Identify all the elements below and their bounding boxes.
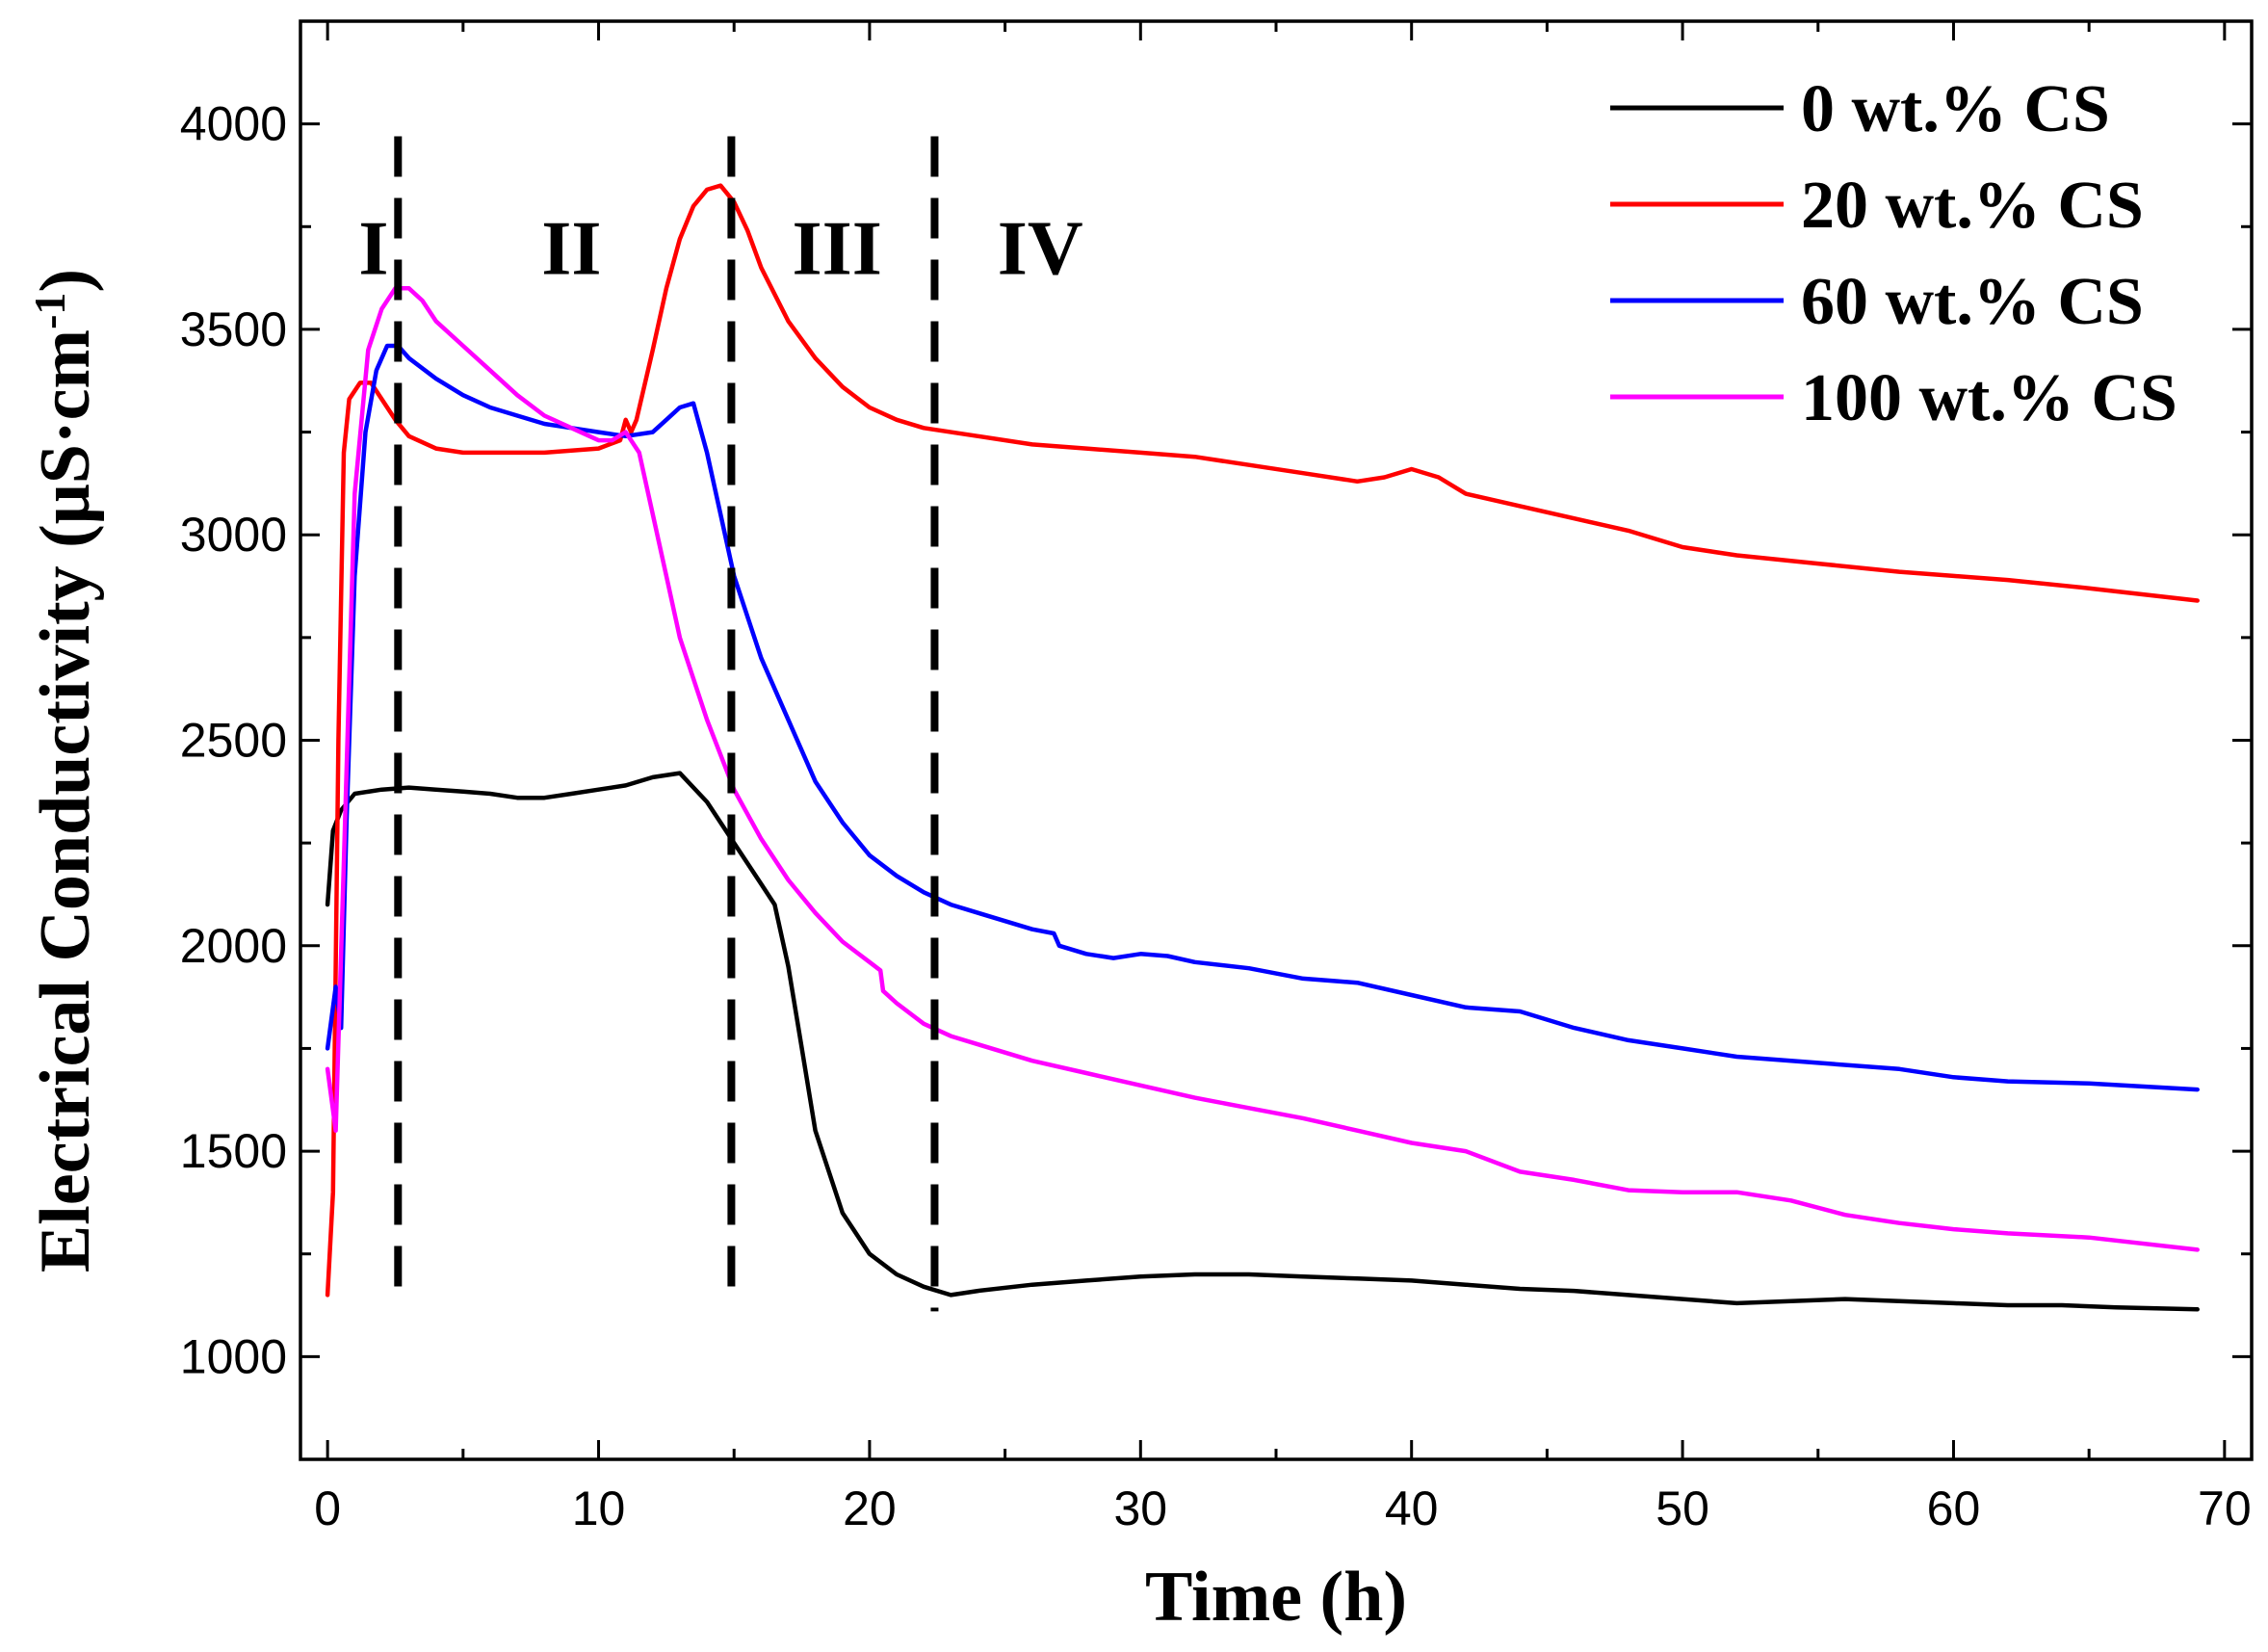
legend: 0 wt.% CS 20 wt.% CS 60 wt.% CS 100 wt.% CS — [1610, 72, 2177, 435]
y-tick-label: 2000 — [180, 919, 287, 973]
x-tick-label: 60 — [1927, 1482, 1981, 1535]
phase-label-layer: I II III IV — [358, 207, 1082, 292]
series-layer — [325, 183, 2200, 1312]
series-line-1 — [325, 183, 2200, 1298]
axis-tick-layer: 0 10 20 30 40 50 60 70 1000 1500 2000 2500 3000 3500 4… — [180, 21, 2252, 1535]
y-tick-label: 2500 — [180, 714, 287, 768]
y-tick-label: 4000 — [180, 97, 287, 151]
series-line-3 — [325, 286, 2200, 1252]
phase-label-iii: III — [792, 207, 881, 292]
x-tick-label: 30 — [1113, 1482, 1167, 1535]
legend-label-2: 60 wt.% CS — [1801, 265, 2144, 339]
legend-label-0: 0 wt.% CS — [1801, 72, 2110, 146]
x-tick-label: 50 — [1655, 1482, 1709, 1535]
x-axis-title: Time (h) — [1145, 1558, 1407, 1637]
phase-label-ii: II — [541, 207, 601, 292]
series-line-0 — [325, 771, 2200, 1312]
y-axis-title-close: ) — [26, 269, 105, 293]
x-tick-label: 0 — [314, 1482, 341, 1535]
y-axis-title-group: Electrical Conductivity (μS·cm-1) — [25, 269, 106, 1272]
y-axis-title: Electrical Conductivity (μS·cm-1) — [25, 269, 106, 1272]
y-tick-label: 3000 — [180, 508, 287, 562]
x-tick-label: 70 — [2198, 1482, 2252, 1535]
phase-divider-layer — [394, 136, 939, 1312]
y-axis-title-superscript: -1 — [25, 293, 74, 329]
phase-label-iv: IV — [998, 207, 1083, 292]
y-tick-label: 3500 — [180, 302, 287, 356]
x-tick-label: 40 — [1385, 1482, 1439, 1535]
legend-label-3: 100 wt.% CS — [1801, 361, 2177, 435]
x-tick-label: 20 — [843, 1482, 897, 1535]
series-line-2 — [325, 343, 2200, 1092]
phase-label-i: I — [358, 207, 388, 292]
legend-label-1: 20 wt.% CS — [1801, 169, 2144, 243]
y-tick-label: 1500 — [180, 1124, 287, 1178]
y-tick-label: 1000 — [180, 1329, 287, 1383]
plot-frame — [299, 19, 2254, 1461]
y-axis-title-main: Electrical Conductivity (μS·cm — [26, 329, 105, 1272]
x-tick-label: 10 — [572, 1482, 626, 1535]
